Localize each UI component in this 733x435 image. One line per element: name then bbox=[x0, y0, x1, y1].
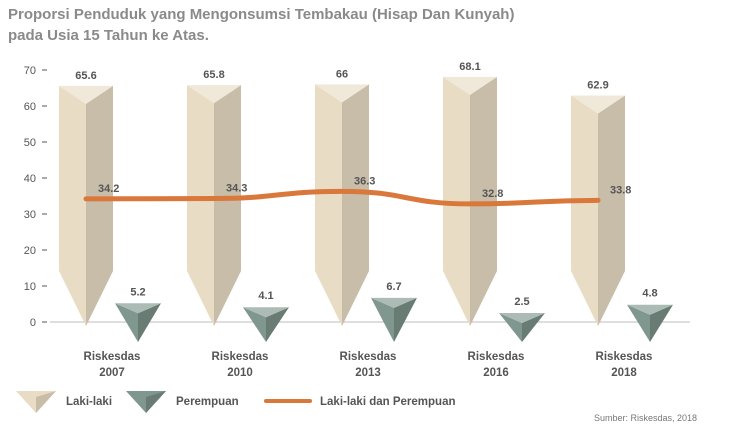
data-label-total: 33.8 bbox=[610, 184, 631, 196]
legend-label: Laki-laki dan Perempuan bbox=[320, 396, 456, 408]
male-bars bbox=[59, 76, 625, 327]
y-tick-label: 40 bbox=[24, 173, 36, 185]
female-bars bbox=[115, 297, 673, 342]
bar-face-left bbox=[187, 85, 214, 327]
y-tick-label: 0 bbox=[30, 317, 36, 329]
x-category-label: Riskesdas 2016 bbox=[468, 351, 525, 379]
data-label-perempuan: 4.8 bbox=[642, 288, 657, 300]
bar-face-right bbox=[522, 313, 545, 342]
x-axis-categories: Riskesdas 2007 Riskesdas 2010 Riskesdas 2013 R… bbox=[84, 351, 653, 379]
data-label-total: 34.3 bbox=[226, 183, 247, 195]
bar-face-top bbox=[115, 303, 161, 314]
bar-face-top bbox=[499, 313, 545, 323]
y-tick-label: 70 bbox=[24, 65, 36, 77]
legend-item-perempuan: Perempuan bbox=[126, 391, 239, 413]
bar-face-right bbox=[394, 297, 417, 342]
x-category-label: Riskesdas 2013 bbox=[340, 351, 397, 379]
bar-face-right bbox=[598, 95, 625, 326]
bar-face-top bbox=[315, 84, 369, 103]
data-label-total: 32.8 bbox=[482, 188, 503, 200]
y-tick-label: 30 bbox=[24, 209, 36, 221]
y-tick-label: 10 bbox=[24, 281, 36, 293]
bar-face-left bbox=[499, 313, 522, 342]
bar-face-right bbox=[342, 84, 369, 327]
bar-face-left bbox=[315, 84, 342, 327]
legend-item-laki-laki: Laki-laki bbox=[16, 391, 112, 413]
data-label-total: 36.3 bbox=[354, 175, 375, 187]
legend-item-total: Laki-laki dan Perempuan bbox=[264, 396, 456, 408]
legend: Laki-laki Perempuan Laki-laki dan Perempua… bbox=[16, 391, 456, 413]
bar-face-right bbox=[266, 307, 289, 342]
x-category-label: Riskesdas 2007 bbox=[84, 351, 141, 379]
bar-perempuan bbox=[499, 313, 545, 342]
bar-face-left bbox=[115, 303, 138, 342]
bar-laki-laki bbox=[315, 84, 369, 327]
bar-face-top bbox=[59, 85, 113, 104]
data-label-laki-laki: 65.8 bbox=[203, 69, 224, 81]
bar-face-left bbox=[371, 297, 394, 342]
chart-title: Proporsi Penduduk yang Mengonsumsi Temba… bbox=[8, 4, 608, 46]
y-tick-label: 60 bbox=[24, 101, 36, 113]
data-label-perempuan: 5.2 bbox=[130, 286, 145, 298]
legend-swatch-shade bbox=[146, 391, 166, 413]
bar-perempuan bbox=[243, 307, 289, 342]
data-label-laki-laki: 65.6 bbox=[75, 70, 96, 82]
bar-face-right bbox=[138, 303, 161, 342]
bar-face-left bbox=[571, 95, 598, 326]
data-label-total: 34.2 bbox=[98, 183, 119, 195]
bar-face-top bbox=[627, 304, 673, 315]
bar-face-top bbox=[571, 95, 625, 114]
bar-laki-laki bbox=[571, 95, 625, 326]
chart-title-line-2: pada Usia 15 Tahun ke Atas. bbox=[8, 27, 209, 44]
legend-label: Laki-laki bbox=[66, 396, 112, 408]
bar-face-right bbox=[86, 85, 113, 326]
data-labels: 65.6 65.8 66 68.1 62.9 5.2 4.1 6.7 2.5 4.8 34.2 34.… bbox=[75, 61, 657, 308]
total-line bbox=[83, 188, 601, 207]
bar-perempuan bbox=[627, 304, 673, 342]
data-label-perempuan: 6.7 bbox=[386, 281, 401, 293]
bar-face-top bbox=[187, 85, 241, 104]
bar-laki-laki bbox=[59, 85, 113, 326]
legend-label: Perempuan bbox=[176, 396, 239, 408]
x-category-label: Riskesdas 2010 bbox=[212, 351, 269, 379]
bar-face-top bbox=[371, 297, 417, 308]
x-category-label: Riskesdas 2018 bbox=[596, 351, 653, 379]
bar-face-left bbox=[59, 85, 86, 326]
data-label-perempuan: 4.1 bbox=[258, 290, 273, 302]
line-laki-laki-dan-perempuan bbox=[83, 188, 601, 207]
y-tick-label: 50 bbox=[24, 137, 36, 149]
bar-face-left bbox=[243, 307, 266, 342]
bar-face-right bbox=[214, 85, 241, 327]
chart-title-line-1: Proporsi Penduduk yang Mengonsumsi Temba… bbox=[8, 6, 515, 23]
legend-swatch-shade bbox=[36, 391, 56, 413]
y-axis: 0 10 20 30 40 50 60 70 bbox=[24, 65, 690, 329]
bar-face-left bbox=[627, 304, 650, 342]
data-label-laki-laki: 68.1 bbox=[459, 61, 480, 73]
y-tick-label: 20 bbox=[24, 245, 36, 257]
bar-laki-laki bbox=[187, 85, 241, 327]
data-label-laki-laki: 62.9 bbox=[587, 80, 608, 92]
bar-perempuan bbox=[371, 297, 417, 342]
bar-face-top bbox=[243, 307, 289, 318]
data-label-laki-laki: 66 bbox=[336, 68, 348, 80]
bar-face-top bbox=[443, 76, 497, 95]
bar-perempuan bbox=[115, 303, 161, 342]
source-note: Sumber: Riskesdas, 2018 bbox=[594, 413, 697, 423]
bar-face-right bbox=[650, 304, 673, 342]
data-label-perempuan: 2.5 bbox=[514, 296, 529, 308]
